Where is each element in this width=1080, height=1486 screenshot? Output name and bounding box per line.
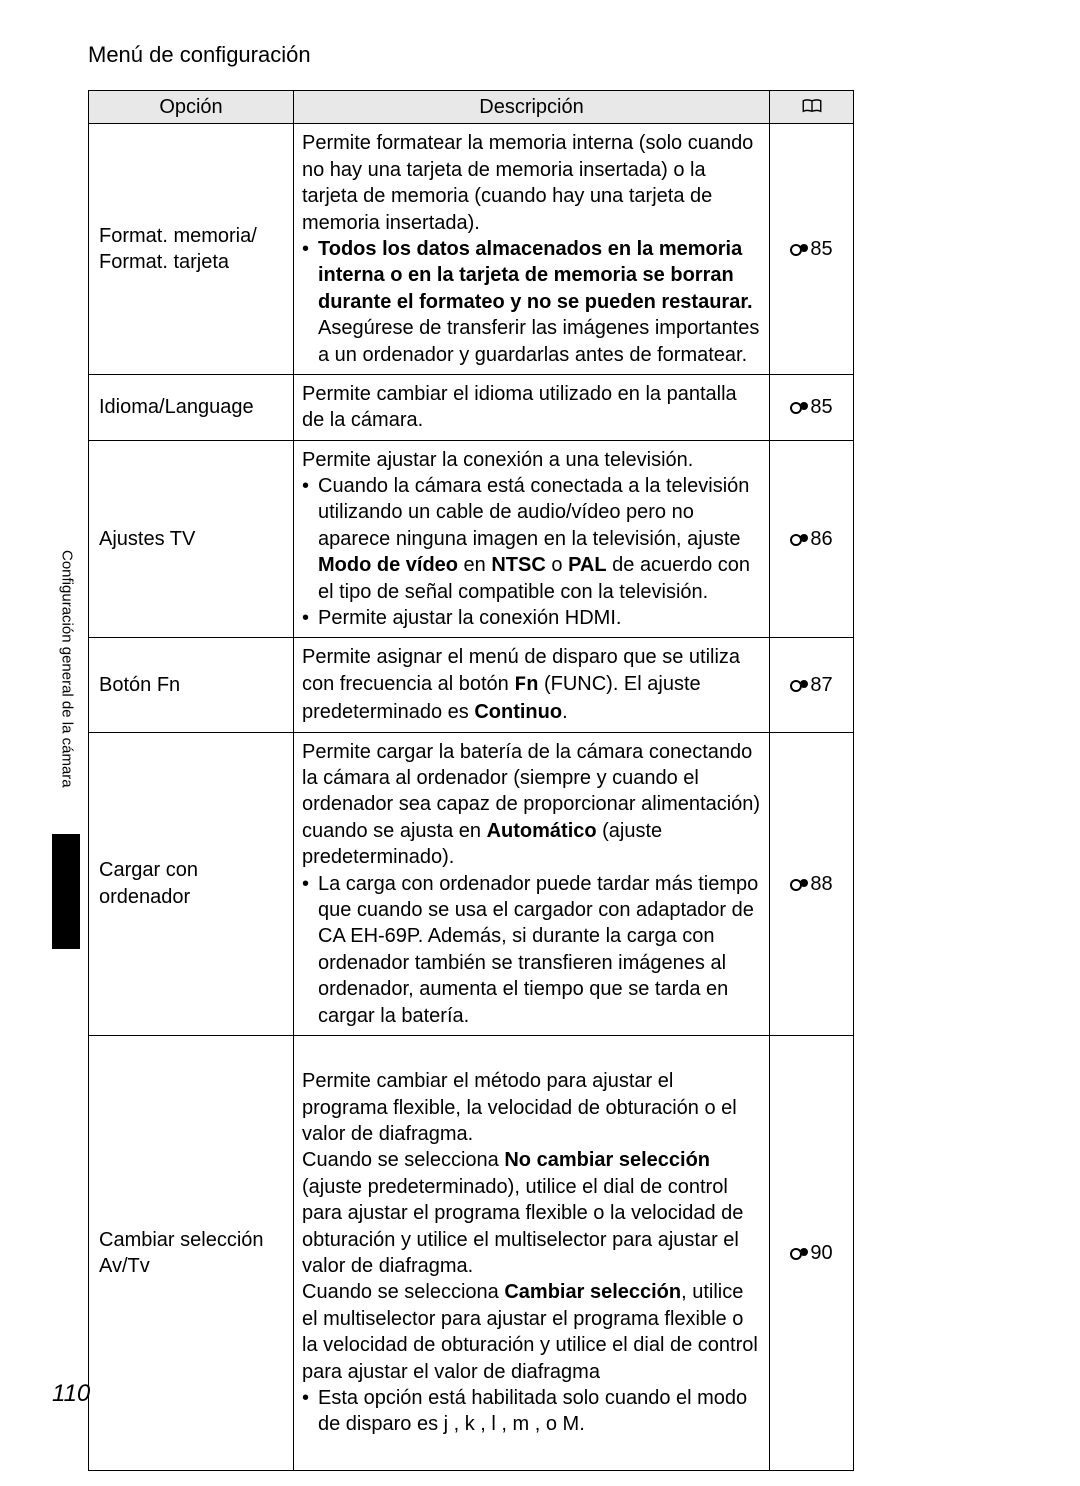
ref-cell: 86 [770,440,854,638]
ref-icon [790,402,808,414]
ref-cell: 85 [770,374,854,440]
ref-cell: 88 [770,732,854,1035]
settings-table: Opción Descripción Format. memoria/ Form… [88,90,854,1471]
ref-number: 88 [810,873,832,895]
ref-number: 85 [810,238,832,260]
ref-icon [790,534,808,546]
desc-cell: Permite asignar el menú de disparo que s… [294,638,770,732]
page-number: 110 [52,1380,90,1408]
desc-bold: NTSC [491,554,545,576]
desc-cell: Permite cambiar el método para ajustar e… [294,1035,770,1470]
desc-text: . [562,701,568,723]
desc-text: Permite ajustar la conexión a una televi… [302,449,693,471]
col-header-descripcion: Descripción [294,91,770,124]
option-cell: Format. memoria/ Format. tarjeta [89,124,294,375]
table-row: Cargar con ordenador Permite cargar la b… [89,732,854,1035]
desc-bold: Modo de vídeo [318,554,458,576]
side-tab-marker [52,834,80,949]
ref-icon [790,680,808,692]
modes-text: j , k , l , m , o M [444,1413,580,1435]
desc-bullet: Cuando la cámara está conectada a la tel… [302,473,761,605]
desc-bold: Automático [487,820,597,842]
desc-cell: Permite cambiar el idioma utilizado en l… [294,374,770,440]
desc-bold: Todos los datos almacenados en la memori… [318,238,753,313]
settings-table-wrap: Opción Descripción Format. memoria/ Form… [88,90,853,1471]
ref-icon [790,879,808,891]
desc-fn: Fn [514,674,538,697]
desc-bullet: Esta opción está habilitada solo cuando … [302,1385,761,1438]
option-cell: Cambiar selección Av/Tv [89,1035,294,1470]
ref-icon [790,1248,808,1260]
ref-icon [790,244,808,256]
table-row: Botón Fn Permite asignar el menú de disp… [89,638,854,732]
desc-text: o [546,554,568,576]
desc-text: . [579,1413,585,1435]
desc-text: Cuando la cámara está conectada a la tel… [318,475,749,550]
desc-bold: No cambiar selección [504,1149,710,1171]
desc-bullet: Todos los datos almacenados en la memori… [302,236,761,368]
desc-bold: Cambiar selección [504,1281,681,1303]
table-row: Format. memoria/ Format. tarjeta Permite… [89,124,854,375]
table-row: Cambiar selección Av/Tv Permite cambiar … [89,1035,854,1470]
desc-cell: Permite formatear la memoria interna (so… [294,124,770,375]
desc-bullet: Permite ajustar la conexión HDMI. [302,605,761,631]
desc-cell: Permite ajustar la conexión a una televi… [294,440,770,638]
desc-cell: Permite cargar la batería de la cámara c… [294,732,770,1035]
col-header-ref [770,91,854,124]
option-cell: Cargar con ordenador [89,732,294,1035]
ref-cell: 90 [770,1035,854,1470]
option-cell: Ajustes TV [89,440,294,638]
ref-cell: 87 [770,638,854,732]
book-icon [801,99,823,113]
table-row: Ajustes TV Permite ajustar la conexión a… [89,440,854,638]
option-cell: Idioma/Language [89,374,294,440]
ref-number: 85 [810,396,832,418]
page-header: Menú de configuración [88,42,311,68]
ref-number: 87 [810,674,832,696]
desc-text: Permite formatear la memoria interna (so… [302,132,753,233]
desc-text: Asegúrese de transferir las imágenes imp… [318,317,759,365]
side-tab-label: Configuración general de la cámara [56,550,78,830]
col-header-opcion: Opción [89,91,294,124]
table-row: Idioma/Language Permite cambiar el idiom… [89,374,854,440]
ref-number: 86 [810,528,832,550]
option-cell: Botón Fn [89,638,294,732]
desc-bullet: La carga con ordenador puede tardar más … [302,871,761,1029]
desc-bold: PAL [568,554,607,576]
desc-text: en [458,554,491,576]
ref-cell: 85 [770,124,854,375]
desc-bold: Continuo [474,701,562,723]
ref-number: 90 [810,1242,832,1264]
